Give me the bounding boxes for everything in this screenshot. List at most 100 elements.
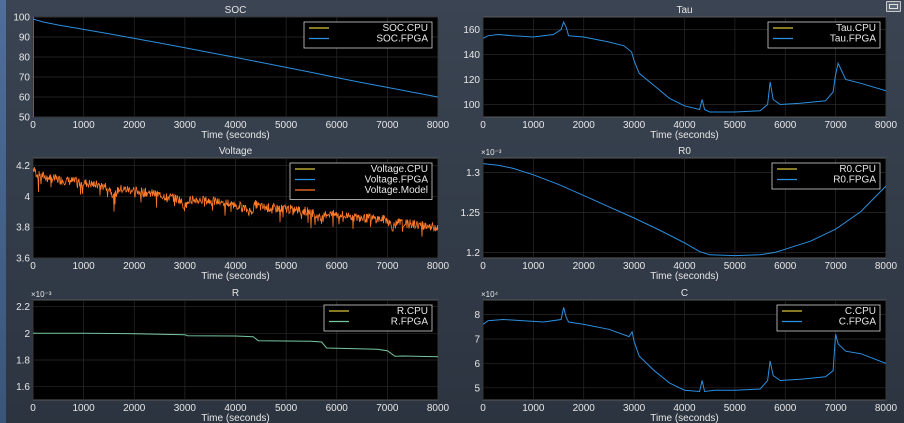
r-xtick-label: 7000 [376, 403, 399, 414]
r-panel: 0 1000 2000 3000 4000 5000 6000 7000 8000 1.6 1.8 2… [16, 288, 449, 423]
c-xtick-label: 8000 [875, 403, 898, 414]
r-series-1-line [33, 332, 438, 358]
c-ytick-label: 8 [474, 310, 480, 321]
dock-figure-icon[interactable] [886, 1, 901, 12]
soc-ytick-label: 100 [13, 13, 30, 24]
voltage-ytick-label: 3.6 [16, 254, 30, 265]
soc-title: SOC [225, 5, 247, 16]
r-legend-entry: R.FPGA [391, 317, 429, 328]
voltage-xtick-label: 2000 [123, 261, 146, 272]
tau-legend[interactable] [767, 21, 881, 49]
r0-ytick-label: 1.3 [466, 168, 480, 179]
soc-xlabel: Time (seconds) [201, 130, 270, 141]
voltage-xtick-label: 5000 [275, 261, 298, 272]
c-xlabel: Time (seconds) [650, 413, 719, 423]
soc-legend-entry: SOC.CPU [382, 23, 428, 34]
r-ytick-label: 1.8 [16, 356, 30, 367]
soc-xtick-label: 2000 [123, 120, 146, 131]
voltage-panel: 0 1000 2000 3000 4000 5000 6000 7000 8000 3.6 3.8 4… [16, 146, 449, 282]
soc-xtick-label: 8000 [427, 120, 450, 131]
soc-xtick-label: 7000 [376, 120, 399, 131]
voltage-xtick-label: 7000 [376, 261, 399, 272]
r0-legend[interactable] [771, 162, 881, 190]
c-xtick-label: 0 [480, 403, 486, 414]
soc-xtick-label: 6000 [326, 120, 349, 131]
r-xtick-label: 3000 [174, 403, 197, 414]
c-ytick-label: 7 [474, 335, 480, 346]
tau-legend-entry: Tau.CPU [836, 23, 876, 34]
c-legend-entry: C.FPGA [839, 317, 877, 328]
tau-xtick-label: 7000 [825, 120, 848, 131]
voltage-xtick-label: 8000 [427, 261, 450, 272]
c-xtick-label: 2000 [573, 403, 596, 414]
r0-xtick-label: 6000 [774, 261, 797, 272]
r0-xtick-label: 1000 [522, 261, 545, 272]
tau-series-1-line [483, 20, 886, 113]
c-xtick-label: 5000 [724, 403, 747, 414]
r-ytick-label: 2 [24, 329, 30, 340]
c-series-1-line [483, 307, 886, 393]
soc-xtick-label: 4000 [224, 120, 247, 131]
soc-ytick-label: 50 [19, 113, 31, 124]
c-ytick-label: 5 [474, 383, 480, 394]
tau-legend-entry: Tau.FPGA [830, 34, 876, 45]
r-xtick-label: 5000 [275, 403, 298, 414]
r0-legend-entry: R0.CPU [839, 164, 876, 175]
r-xtick-label: 0 [30, 403, 36, 414]
soc-ytick-label: 70 [19, 73, 31, 84]
r-legend-entry: R.CPU [397, 306, 428, 317]
tau-xtick-label: 5000 [724, 120, 747, 131]
soc-legend[interactable] [303, 21, 433, 49]
r0-xtick-label: 3000 [623, 261, 646, 272]
soc-panel: 0 1000 2000 3000 4000 5000 6000 7000 8000 50 60 70 8… [13, 5, 449, 141]
r-title: R [232, 288, 239, 299]
c-xtick-label: 6000 [774, 403, 797, 414]
tau-xtick-label: 2000 [573, 120, 596, 131]
soc-xtick-label: 3000 [174, 120, 197, 131]
soc-ytick-label: 60 [19, 93, 31, 104]
soc-legend-entry: SOC.FPGA [376, 34, 428, 45]
tau-ytick-label: 160 [463, 25, 480, 36]
r-ytick-label: 1.6 [16, 382, 30, 393]
r0-ytick-label: 1.25 [461, 208, 481, 219]
soc-series-1-line [33, 18, 438, 98]
window-edge [0, 0, 6, 423]
c-title: C [681, 288, 688, 299]
c-legend[interactable] [776, 304, 881, 332]
r0-title: R0 [678, 146, 691, 157]
c-xtick-label: 4000 [673, 403, 696, 414]
r-xtick-label: 8000 [427, 403, 450, 414]
c-xtick-label: 3000 [623, 403, 646, 414]
soc-xtick-label: 1000 [73, 120, 96, 131]
r-legend[interactable] [323, 304, 433, 332]
r0-xtick-label: 2000 [573, 261, 596, 272]
voltage-xtick-label: 6000 [326, 261, 349, 272]
r-exponent: ×10⁻³ [31, 290, 52, 299]
r-xtick-label: 1000 [73, 403, 96, 414]
tau-ytick-label: 140 [463, 50, 480, 61]
r0-legend-entry: R0.FPGA [833, 175, 876, 186]
tau-xtick-label: 1000 [522, 120, 545, 131]
r0-xtick-label: 5000 [724, 261, 747, 272]
r-xtick-label: 2000 [123, 403, 146, 414]
r0-panel: 0 1000 2000 3000 4000 5000 6000 7000 8000 1.2 1.25… [461, 146, 898, 282]
tau-xlabel: Time (seconds) [650, 130, 719, 141]
voltage-legend-entry: Voltage.CPU [371, 164, 428, 175]
r-xtick-label: 4000 [224, 403, 247, 414]
c-exponent: ×10⁴ [481, 290, 499, 299]
tau-xtick-label: 3000 [623, 120, 646, 131]
c-xtick-label: 1000 [522, 403, 545, 414]
r-xtick-label: 6000 [326, 403, 349, 414]
r0-xtick-label: 8000 [875, 261, 898, 272]
r0-xlabel: Time (seconds) [650, 271, 719, 282]
tau-title: Tau [676, 5, 692, 16]
voltage-xtick-label: 0 [30, 261, 36, 272]
voltage-ytick-label: 4.2 [16, 161, 30, 172]
r-xlabel: Time (seconds) [201, 413, 270, 423]
c-ytick-label: 6 [474, 359, 480, 370]
soc-xtick-label: 0 [30, 120, 36, 131]
voltage-legend-entry: Voltage.Model [365, 185, 428, 196]
tau-ytick-label: 120 [463, 75, 480, 86]
voltage-ytick-label: 4 [24, 192, 30, 203]
